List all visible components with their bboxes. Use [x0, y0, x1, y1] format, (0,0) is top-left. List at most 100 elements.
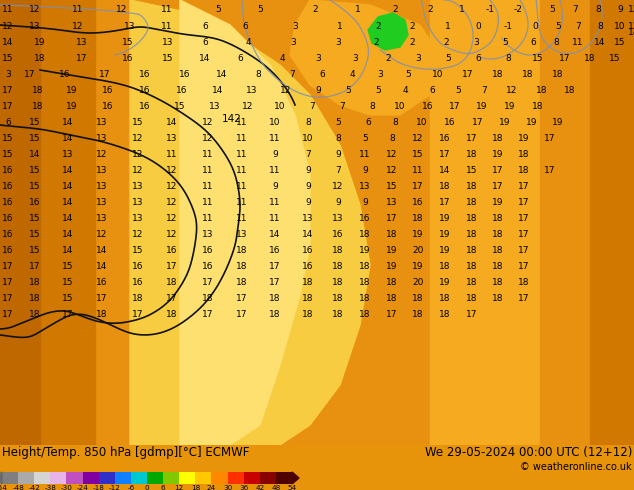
Text: 9: 9 — [305, 198, 311, 207]
Text: 5: 5 — [555, 23, 561, 31]
Text: 0: 0 — [475, 23, 481, 31]
Text: 5: 5 — [502, 39, 508, 48]
Text: 18: 18 — [439, 263, 451, 271]
Text: 18: 18 — [386, 230, 398, 240]
Polygon shape — [290, 0, 440, 115]
Text: 19: 19 — [492, 198, 504, 207]
Text: 13: 13 — [359, 182, 371, 192]
Text: 8: 8 — [389, 134, 395, 144]
Text: 7: 7 — [339, 102, 345, 112]
Text: 14: 14 — [302, 230, 314, 240]
Text: 11: 11 — [269, 215, 281, 223]
Text: 14: 14 — [216, 71, 228, 79]
Text: 19: 19 — [386, 263, 398, 271]
Text: 18: 18 — [359, 230, 371, 240]
Text: -18: -18 — [93, 485, 105, 490]
Text: 6: 6 — [161, 485, 165, 490]
Bar — [212, 472, 228, 484]
Text: 17: 17 — [166, 294, 178, 303]
Text: 8: 8 — [595, 5, 601, 15]
Text: 18: 18 — [492, 230, 504, 240]
Text: 18: 18 — [585, 54, 596, 64]
Text: 14: 14 — [594, 39, 605, 48]
Text: 11: 11 — [3, 5, 14, 15]
Text: 15: 15 — [466, 167, 478, 175]
Text: 13: 13 — [62, 150, 74, 159]
Text: 6: 6 — [475, 54, 481, 64]
Text: 12: 12 — [166, 198, 178, 207]
Text: 6: 6 — [242, 23, 248, 31]
Text: 15: 15 — [412, 150, 424, 159]
Text: 15: 15 — [29, 246, 41, 255]
Text: 15: 15 — [29, 119, 41, 127]
Text: 2: 2 — [409, 39, 415, 48]
Text: 19: 19 — [476, 102, 488, 112]
Bar — [0, 0, 40, 445]
Text: 8: 8 — [553, 39, 559, 48]
Text: 12: 12 — [166, 230, 178, 240]
Text: 12: 12 — [412, 134, 424, 144]
Text: 6: 6 — [319, 71, 325, 79]
Text: 15: 15 — [29, 167, 41, 175]
Text: 18: 18 — [202, 294, 214, 303]
Text: 11: 11 — [412, 167, 424, 175]
Text: 13: 13 — [96, 215, 108, 223]
Text: 18: 18 — [564, 86, 576, 96]
Text: 8: 8 — [505, 54, 511, 64]
Text: 5: 5 — [375, 86, 381, 96]
Text: 142: 142 — [222, 114, 242, 124]
Text: 14: 14 — [62, 167, 74, 175]
Text: 11: 11 — [202, 150, 214, 159]
Text: 24: 24 — [207, 485, 216, 490]
Text: 13: 13 — [162, 39, 174, 48]
Text: 18: 18 — [236, 246, 248, 255]
Text: 12: 12 — [72, 23, 84, 31]
Bar — [82, 472, 99, 484]
Bar — [195, 472, 212, 484]
Text: 0: 0 — [145, 485, 150, 490]
Text: 17: 17 — [518, 294, 530, 303]
Text: 16: 16 — [302, 246, 314, 255]
Text: 18: 18 — [386, 294, 398, 303]
Text: 36: 36 — [239, 485, 249, 490]
Text: 54: 54 — [287, 485, 297, 490]
Text: 16: 16 — [96, 278, 108, 288]
Text: 12: 12 — [280, 86, 292, 96]
Text: 18: 18 — [269, 294, 281, 303]
Text: 13: 13 — [386, 198, 398, 207]
Text: 18: 18 — [412, 311, 424, 319]
Text: 9: 9 — [335, 150, 341, 159]
Text: 17: 17 — [439, 150, 451, 159]
Text: 17: 17 — [518, 230, 530, 240]
Bar — [131, 472, 147, 484]
Text: 9: 9 — [315, 86, 321, 96]
Text: 19: 19 — [492, 150, 504, 159]
Text: 16: 16 — [302, 263, 314, 271]
Text: 14: 14 — [62, 119, 74, 127]
Bar — [430, 0, 634, 445]
Text: 19: 19 — [359, 246, 371, 255]
Text: 13: 13 — [236, 230, 248, 240]
Text: 19: 19 — [439, 278, 451, 288]
Text: 18: 18 — [332, 246, 344, 255]
Text: 16: 16 — [3, 198, 14, 207]
Text: 9: 9 — [272, 150, 278, 159]
Text: -54: -54 — [0, 485, 8, 490]
Bar — [2, 472, 18, 484]
Text: 5: 5 — [455, 86, 461, 96]
Text: 17: 17 — [412, 182, 424, 192]
Text: 16: 16 — [29, 198, 41, 207]
Text: 5: 5 — [405, 71, 411, 79]
Text: 14: 14 — [96, 263, 108, 271]
Text: 20: 20 — [412, 246, 424, 255]
Text: 16: 16 — [139, 102, 151, 112]
Text: 12: 12 — [96, 230, 108, 240]
Text: 18: 18 — [302, 311, 314, 319]
Text: 14: 14 — [62, 198, 74, 207]
Text: 19: 19 — [499, 119, 511, 127]
Polygon shape — [180, 0, 310, 445]
Bar — [67, 472, 82, 484]
Text: 16: 16 — [269, 246, 281, 255]
Text: 17: 17 — [544, 134, 556, 144]
Text: 16: 16 — [202, 263, 214, 271]
